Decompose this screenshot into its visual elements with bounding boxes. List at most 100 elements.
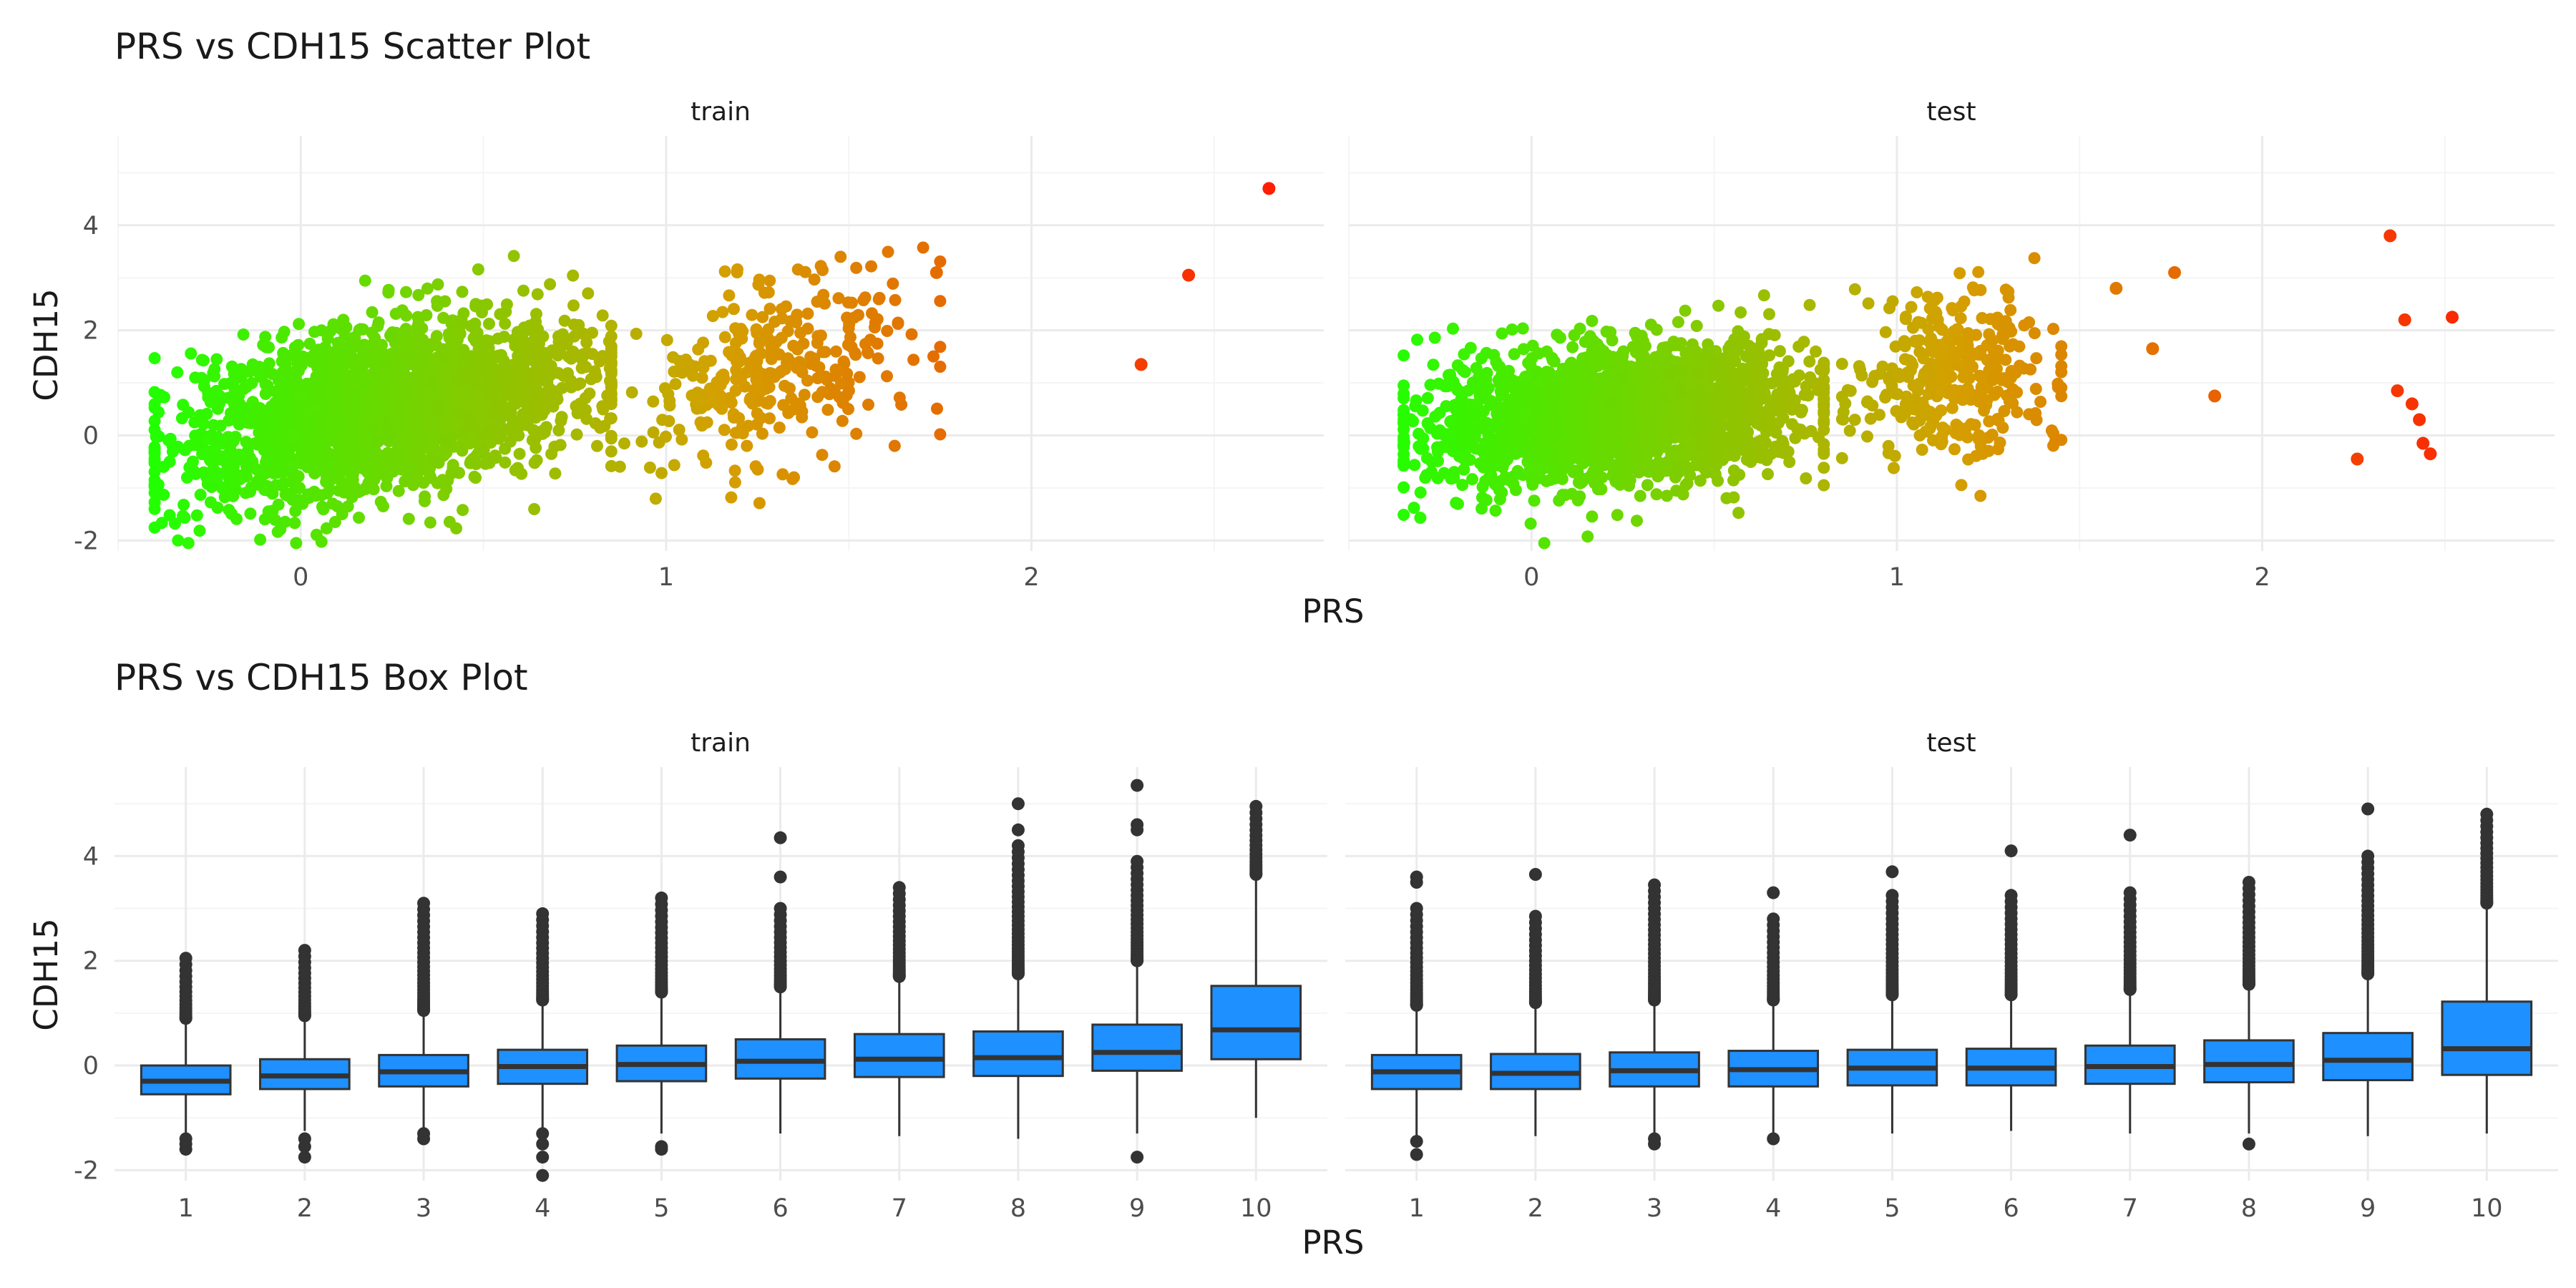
- scatter-point: [1524, 462, 1536, 475]
- y-tick-label: 0: [83, 421, 99, 450]
- scatter-point: [325, 419, 338, 431]
- scatter-point: [255, 474, 267, 487]
- scatter-point: [392, 404, 405, 416]
- scatter-point: [605, 394, 618, 406]
- scatter-point: [2029, 383, 2042, 395]
- scatter-point: [602, 335, 615, 348]
- scatter-point: [1962, 453, 1975, 466]
- scatter-point: [1948, 443, 1961, 456]
- scatter-point: [613, 460, 626, 473]
- scatter-point: [1763, 308, 1775, 321]
- scatter-point: [2055, 366, 2068, 379]
- scatter-point: [252, 464, 265, 477]
- scatter-point: [1557, 381, 1570, 394]
- scatter-point: [570, 428, 583, 441]
- scatter-point: [1899, 313, 1912, 326]
- scatter-point: [841, 338, 854, 351]
- scatter-point: [464, 320, 477, 332]
- scatter-point: [1723, 358, 1736, 371]
- scatter-point: [1712, 299, 1724, 312]
- scatter-point: [177, 399, 190, 411]
- scatter-point: [201, 433, 214, 445]
- scatter-point: [453, 328, 466, 341]
- scatter-point: [1861, 395, 1874, 408]
- scatter-point: [625, 386, 638, 399]
- scatter-point: [594, 421, 607, 434]
- scatter-point: [483, 318, 495, 330]
- scatter-point: [376, 383, 389, 396]
- scatter-point: [1706, 460, 1719, 473]
- scatter-point: [1956, 394, 1969, 406]
- scatter-point: [718, 424, 731, 436]
- scatter-point: [1848, 414, 1861, 426]
- scatter-point: [326, 367, 338, 380]
- scatter-point: [723, 392, 736, 405]
- scatter-point: [283, 366, 295, 379]
- scatter-point: [1516, 322, 1529, 335]
- scatter-point: [1515, 436, 1528, 449]
- scatter-point: [1548, 465, 1560, 478]
- scatter-point: [1629, 402, 1642, 415]
- scatter-point: [406, 479, 419, 492]
- scatter-point: [893, 391, 906, 404]
- scatter-point: [1652, 412, 1664, 425]
- scatter-point: [1818, 462, 1830, 474]
- scatter-point: [1427, 358, 1440, 371]
- scatter-point: [1782, 395, 1795, 408]
- scatter-point: [834, 250, 847, 263]
- scatter-point: [934, 341, 947, 353]
- scatter-point: [527, 366, 540, 379]
- scatter-point: [211, 502, 224, 514]
- scatter-point: [751, 407, 763, 420]
- scatter-point: [1654, 437, 1667, 450]
- scatter-point: [565, 377, 577, 390]
- scatter-point: [1684, 379, 1697, 392]
- scatter-point: [705, 391, 718, 404]
- scatter-point: [1930, 409, 1943, 422]
- scatter-point: [474, 299, 487, 312]
- scatter-point: [1946, 401, 1958, 414]
- scatter-point: [801, 307, 814, 320]
- scatter-point: [453, 417, 466, 429]
- scatter-point: [582, 287, 595, 300]
- scatter-point: [237, 328, 250, 341]
- scatter-point: [223, 504, 235, 517]
- scatter-point: [549, 467, 562, 480]
- scatter-point: [381, 472, 394, 484]
- scatter-point: [310, 489, 322, 502]
- scatter-point: [2051, 377, 2064, 390]
- scatter-point: [356, 380, 369, 393]
- scatter-point: [420, 309, 433, 321]
- scatter-point: [316, 356, 329, 369]
- scatter-point: [768, 371, 781, 384]
- scatter-point: [1782, 445, 1795, 458]
- box-marks-train: [140, 779, 1302, 1182]
- scatter-point: [808, 273, 821, 286]
- scatter-point: [1518, 409, 1531, 422]
- scatter-point: [1935, 338, 1948, 351]
- scatter-point: [394, 360, 407, 373]
- scatter-point: [811, 372, 824, 384]
- scatter-point: [1792, 369, 1805, 382]
- scatter-point: [765, 353, 778, 366]
- scatter-point: [1533, 472, 1546, 484]
- scatter-point: [150, 430, 162, 443]
- scatter-point: [342, 484, 355, 497]
- scatter-point: [662, 388, 675, 401]
- scatter-point: [1818, 424, 1830, 436]
- scatter-point: [1976, 312, 1989, 324]
- scatter-point: [813, 361, 826, 374]
- scatter-point: [1835, 452, 1848, 464]
- scatter-point: [416, 322, 429, 335]
- scatter-point: [391, 451, 404, 464]
- scatter-point: [2002, 291, 2015, 304]
- scatter-point: [1463, 454, 1476, 467]
- scatter-point: [1918, 402, 1931, 414]
- scatter-point: [882, 245, 894, 258]
- scatter-point: [383, 457, 396, 470]
- scatter-point: [1665, 414, 1678, 427]
- scatter-point: [535, 425, 548, 438]
- scatter-point: [1450, 399, 1463, 411]
- scatter-point: [275, 374, 288, 387]
